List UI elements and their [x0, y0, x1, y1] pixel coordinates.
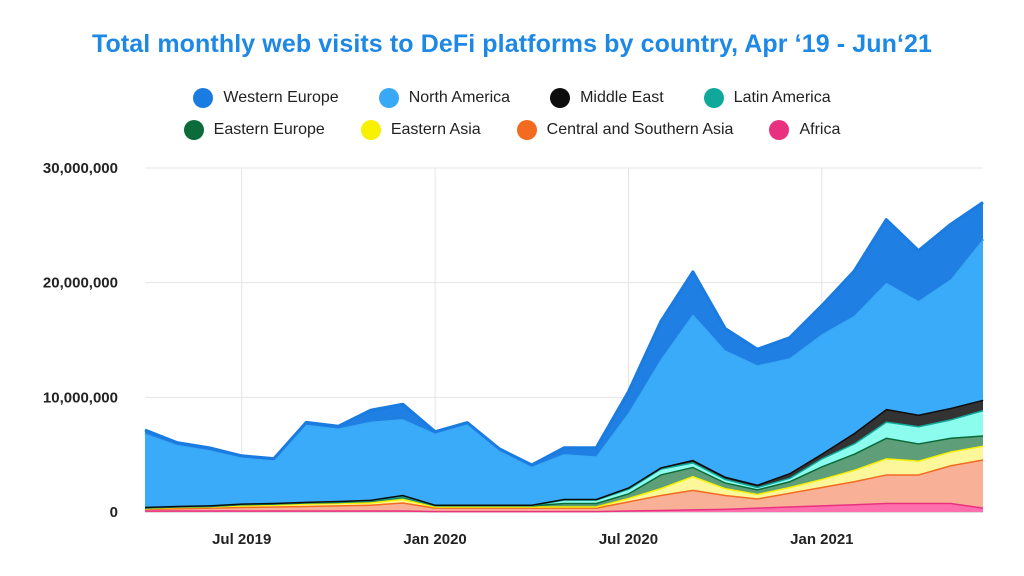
legend-swatch — [378, 88, 399, 108]
legend-item-western-europe: Western Europe — [193, 88, 339, 108]
area-eastern-europe — [145, 435, 983, 508]
legend-label: Eastern Europe — [213, 121, 325, 138]
legend-label: Africa — [799, 121, 841, 138]
y-tick-label: 20,000,000 — [43, 275, 118, 292]
legend-item-africa: Africa — [769, 120, 840, 140]
legend-label: Middle East — [580, 89, 664, 106]
legend-row-1: Western Europe North America Middle East La… — [0, 88, 1024, 108]
legend-label: Eastern Asia — [390, 121, 481, 138]
legend-item-eastern-asia: Eastern Asia — [360, 120, 481, 140]
legend-swatch — [360, 120, 381, 140]
x-tick-label: Jan 2020 — [403, 531, 466, 548]
area-eastern-asia — [145, 445, 983, 509]
legend-label: Latin America — [733, 89, 831, 106]
legend-item-middle-east: Middle East — [550, 88, 664, 108]
legend-item-eastern-europe: Eastern Europe — [183, 120, 325, 140]
y-tick-label: 10,000,000 — [43, 389, 118, 406]
area-western-europe — [145, 202, 983, 467]
legend-label: Western Europe — [223, 89, 339, 106]
legend-swatch — [550, 88, 571, 108]
legend-label: North America — [408, 89, 511, 106]
legend-swatch — [769, 120, 790, 140]
y-tick-label: 30,000,000 — [43, 160, 118, 177]
legend-swatch — [516, 120, 537, 140]
legend-row-2: Eastern Europe Eastern Asia Central and So… — [0, 120, 1024, 140]
legend-label: Central and Southern Asia — [546, 121, 734, 138]
series-line-western-europe — [144, 201, 984, 467]
legend-swatch — [703, 88, 724, 108]
legend-item-central-and-southern-asia: Central and Southern Asia — [516, 120, 734, 140]
y-tick-label: 0 — [110, 504, 118, 521]
x-tick-label: Jul 2020 — [599, 531, 658, 548]
legend-swatch — [183, 120, 204, 140]
legend-item-north-america: North America — [378, 88, 511, 108]
area-north-america — [145, 239, 983, 507]
area-africa — [145, 502, 983, 512]
chart-title: Total monthly web visits to DeFi platfor… — [91, 30, 933, 58]
area-central-and-southern-asia — [145, 459, 983, 511]
x-tick-label: Jan 2021 — [790, 531, 853, 548]
legend-item-latin-america: Latin America — [703, 88, 831, 108]
x-tick-label: Jul 2019 — [212, 531, 271, 548]
legend-swatch — [193, 88, 214, 108]
